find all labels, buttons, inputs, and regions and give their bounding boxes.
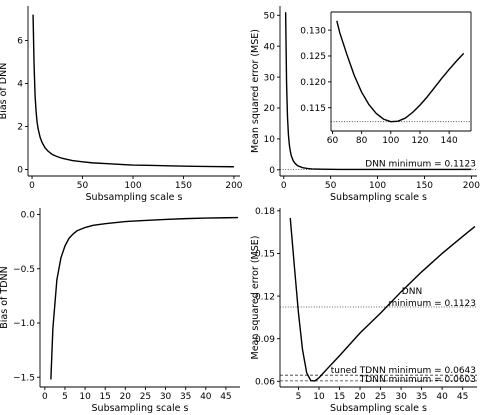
x-axis-label: Subsampling scale s bbox=[330, 403, 427, 414]
x-axis-label: Subsampling scale s bbox=[86, 192, 183, 203]
inset-x-tick-label: 80 bbox=[356, 136, 368, 146]
x-tick-label: 25 bbox=[375, 392, 386, 402]
x-tick-label: 0 bbox=[42, 392, 48, 402]
y-tick-label: −1.0 bbox=[13, 319, 35, 329]
y-tick-label: 0.12 bbox=[255, 292, 275, 302]
panel-bias-tdnn: 0 5 10 15 20 25 30 35 40 45 0.0 −0.5 −1.0 −1.5 Subsamp… bbox=[0, 208, 240, 414]
y-tick-label: 0.0 bbox=[21, 211, 36, 221]
x-tick-label: 200 bbox=[225, 181, 242, 191]
inset-x-tick-label: 140 bbox=[441, 136, 458, 146]
y-axis-label: Bias of DNN bbox=[0, 63, 9, 120]
y-axis-label: Mean squared error (MSE) bbox=[250, 236, 261, 360]
x-tick-label: 20 bbox=[120, 392, 132, 402]
series-line bbox=[289, 217, 476, 382]
inset-x-tick-label: 60 bbox=[327, 136, 339, 146]
annotation-tdnn-minimum: TDNN minimum = 0.0603 bbox=[359, 375, 476, 385]
x-tick-label: 50 bbox=[325, 181, 337, 191]
x-axis-label: Subsampling scale s bbox=[330, 192, 427, 203]
inset-panel: 60 80 100 120 140 0.115 0.120 0.125 0.130 bbox=[300, 11, 472, 146]
annotation-tuned-tdnn-minimum: tuned TDNN minimum = 0.0643 bbox=[331, 366, 476, 376]
y-tick-label: 0.18 bbox=[255, 207, 275, 217]
y-tick-label: 0.06 bbox=[255, 378, 275, 388]
x-tick-label: 0 bbox=[281, 181, 287, 191]
y-tick-label: 6 bbox=[17, 37, 23, 47]
x-tick-label: 150 bbox=[175, 181, 192, 191]
x-tick-label: 200 bbox=[463, 181, 480, 191]
x-tick-label: 30 bbox=[395, 392, 407, 402]
y-tick-label: 30 bbox=[264, 73, 276, 83]
y-tick-label: 50 bbox=[264, 11, 276, 21]
y-tick-label: 20 bbox=[264, 104, 276, 114]
x-tick-label: 35 bbox=[416, 392, 427, 402]
y-tick-label: 0 bbox=[17, 166, 23, 176]
inset-x-tick-label: 100 bbox=[382, 136, 399, 146]
annotation-dnn-minimum: DNN minimum = 0.1123 bbox=[365, 159, 476, 169]
inset-background bbox=[331, 12, 471, 131]
y-tick-label: 2 bbox=[17, 123, 23, 133]
y-tick-label: −0.5 bbox=[13, 265, 35, 275]
x-tick-label: 20 bbox=[354, 392, 366, 402]
annotation-dnn-minimum: minimum = 0.1123 bbox=[389, 299, 476, 309]
inset-y-tick-label: 0.125 bbox=[300, 52, 326, 62]
x-tick-label: 15 bbox=[99, 392, 110, 402]
x-tick-label: 25 bbox=[140, 392, 151, 402]
y-tick-label: 0.15 bbox=[255, 250, 275, 260]
series-line bbox=[284, 12, 472, 171]
inset-series-line bbox=[336, 20, 465, 123]
x-axis-label: Subsampling scale s bbox=[92, 403, 189, 414]
y-tick-label: 4 bbox=[17, 80, 23, 90]
annotation-dnn: DNN bbox=[402, 287, 422, 297]
x-tick-label: 5 bbox=[62, 392, 68, 402]
x-tick-label: 40 bbox=[436, 392, 448, 402]
series-line bbox=[32, 14, 234, 168]
x-tick-label: 50 bbox=[77, 181, 89, 191]
y-tick-label: 0 bbox=[269, 166, 275, 176]
inset-y-tick-label: 0.120 bbox=[300, 78, 326, 88]
y-tick-label: 10 bbox=[264, 135, 276, 145]
x-tick-label: 10 bbox=[313, 392, 325, 402]
y-tick-label: 40 bbox=[264, 42, 276, 52]
y-axis-label: Bias of TDNN bbox=[0, 266, 10, 328]
x-tick-label: 40 bbox=[200, 392, 212, 402]
x-tick-label: 100 bbox=[124, 181, 141, 191]
x-tick-label: 15 bbox=[334, 392, 345, 402]
y-axis-label: Mean squared error (MSE) bbox=[250, 29, 261, 153]
panel-bias-dnn: 0 50 100 150 200 0 2 4 6 Subsampling scale s Bias … bbox=[0, 6, 243, 203]
series-line bbox=[50, 216, 239, 380]
y-tick-label: −1.5 bbox=[13, 373, 35, 383]
x-tick-label: 10 bbox=[79, 392, 91, 402]
x-tick-label: 100 bbox=[369, 181, 386, 191]
inset-x-tick-label: 120 bbox=[411, 136, 428, 146]
inset-y-tick-label: 0.115 bbox=[300, 104, 326, 114]
inset-y-tick-label: 0.130 bbox=[300, 26, 326, 36]
x-tick-label: 30 bbox=[160, 392, 172, 402]
x-tick-label: 45 bbox=[457, 392, 468, 402]
x-tick-label: 5 bbox=[296, 392, 302, 402]
x-tick-label: 150 bbox=[416, 181, 433, 191]
x-tick-label: 35 bbox=[180, 392, 191, 402]
y-tick-label: 0.09 bbox=[255, 335, 275, 345]
panel-mse-tdnn: 5 10 15 20 25 30 35 40 45 0.06 0.09 0.12 0.15 0.18 Sub… bbox=[250, 207, 477, 414]
x-tick-label: 45 bbox=[220, 392, 231, 402]
x-tick-label: 0 bbox=[29, 181, 35, 191]
